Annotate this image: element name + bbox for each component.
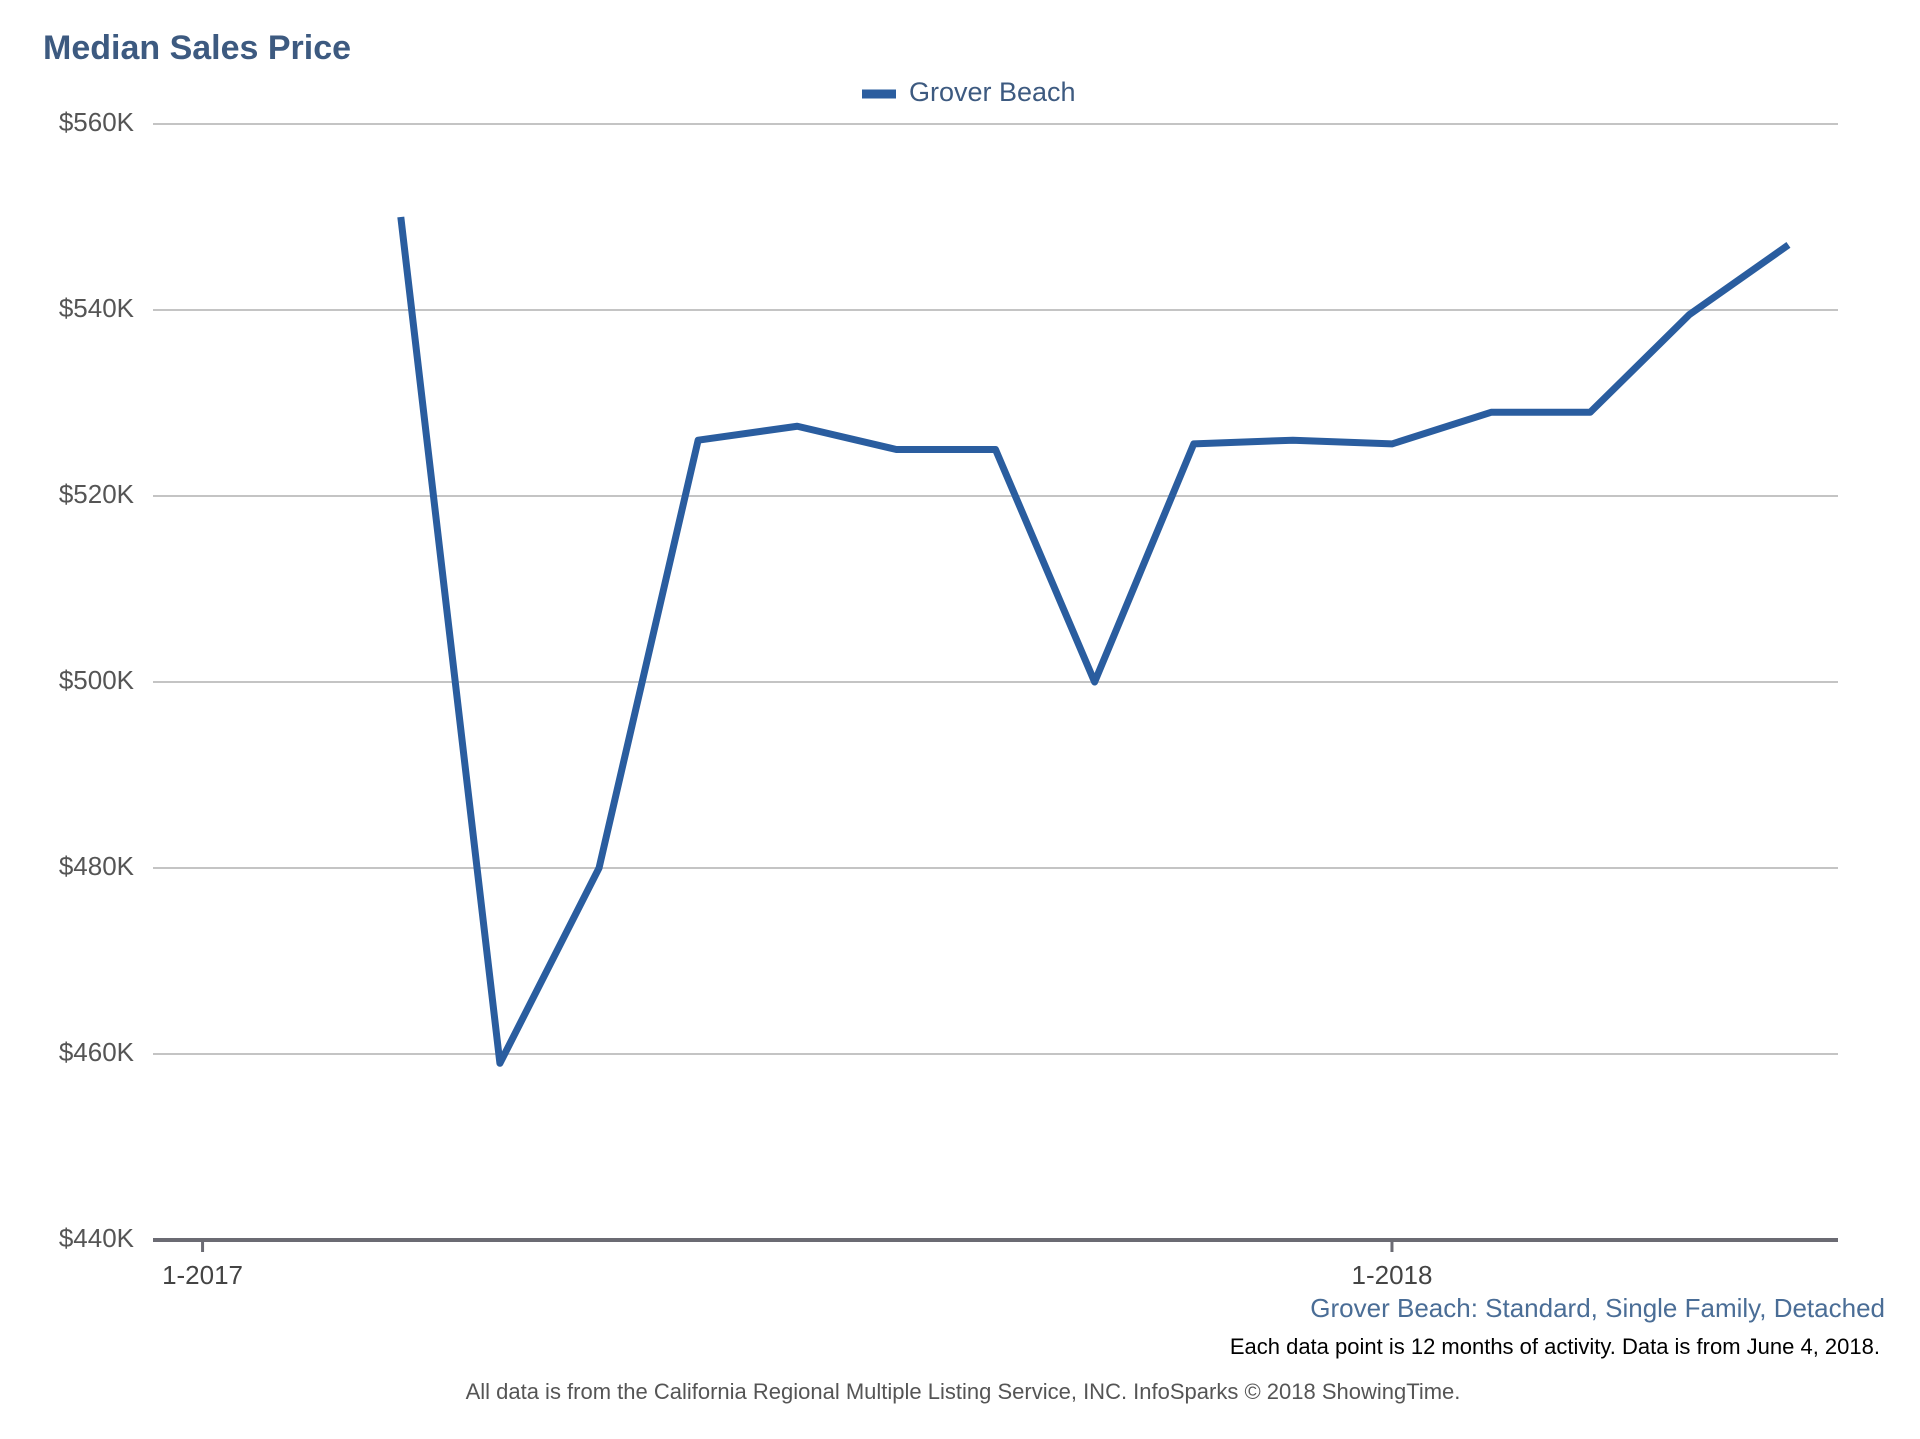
source: All data is from the California Regional…: [466, 1379, 1461, 1404]
y-tick-label: $480K: [59, 851, 135, 881]
chart-title: Median Sales Price: [43, 29, 351, 67]
subtitle: Grover Beach: Standard, Single Family, D…: [1310, 1293, 1885, 1323]
y-tick-label: $440K: [59, 1223, 135, 1253]
note: Each data point is 12 months of activity…: [1230, 1334, 1880, 1359]
x-tick-label: 1-2017: [162, 1260, 243, 1290]
y-tick-label: $560K: [59, 107, 135, 137]
y-tick-label: $500K: [59, 665, 135, 695]
y-tick-label: $460K: [59, 1037, 135, 1067]
y-tick-label: $540K: [59, 293, 135, 323]
x-tick-label: 1-2018: [1351, 1260, 1432, 1290]
series-line: [397, 216, 1791, 1067]
y-tick-label: $520K: [59, 479, 135, 509]
legend-label: Grover Beach: [909, 77, 1076, 107]
